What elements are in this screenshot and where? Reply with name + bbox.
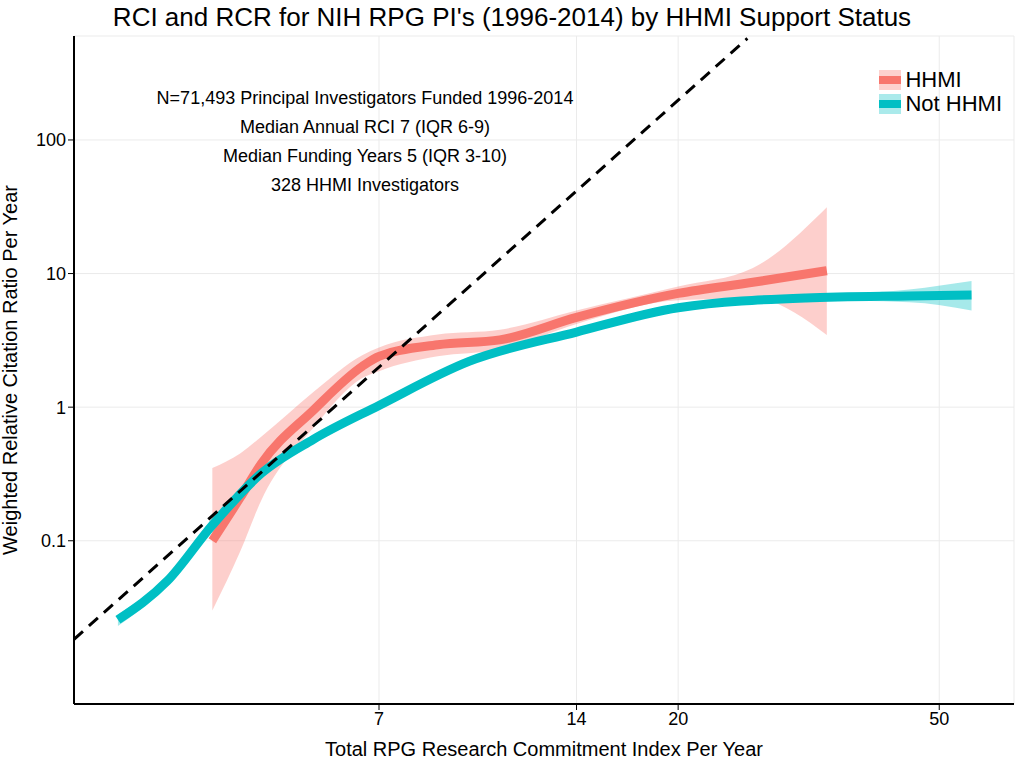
svg-text:14: 14 xyxy=(567,709,587,729)
svg-text:100: 100 xyxy=(36,130,66,150)
html-text:HHMI: HHMI xyxy=(905,67,962,92)
svg-text:20: 20 xyxy=(668,709,688,729)
svg-text:1: 1 xyxy=(56,398,66,418)
html-text:Not HHMI: Not HHMI xyxy=(905,91,1002,116)
svg-text:50: 50 xyxy=(929,709,949,729)
html-text:Median Annual RCI 7 (IQR 6-9): Median Annual RCI 7 (IQR 6-9) xyxy=(239,117,491,137)
svg-text:Total RPG Research Commitment: Total RPG Research Commitment Index Per … xyxy=(325,738,763,760)
html-text:RCI and RCR for NIH RPG PI's (: RCI and RCR for NIH RPG PI's (1996-2014)… xyxy=(112,2,912,32)
svg-text:0.1: 0.1 xyxy=(41,531,66,551)
html-text:328 HHMI Investigators: 328 HHMI Investigators xyxy=(271,175,459,195)
svg-text:Weighted Relative Citation Rat: Weighted Relative Citation Ratio Per Yea… xyxy=(8,185,21,555)
svg-text:7: 7 xyxy=(374,709,384,729)
html-text:N=71,493 Principal Investigato: N=71,493 Principal Investigators Funded … xyxy=(156,88,574,108)
html-text:Median Funding Years 5 (IQR 3-: Median Funding Years 5 (IQR 3-10) xyxy=(222,146,508,166)
svg-text:10: 10 xyxy=(46,264,66,284)
